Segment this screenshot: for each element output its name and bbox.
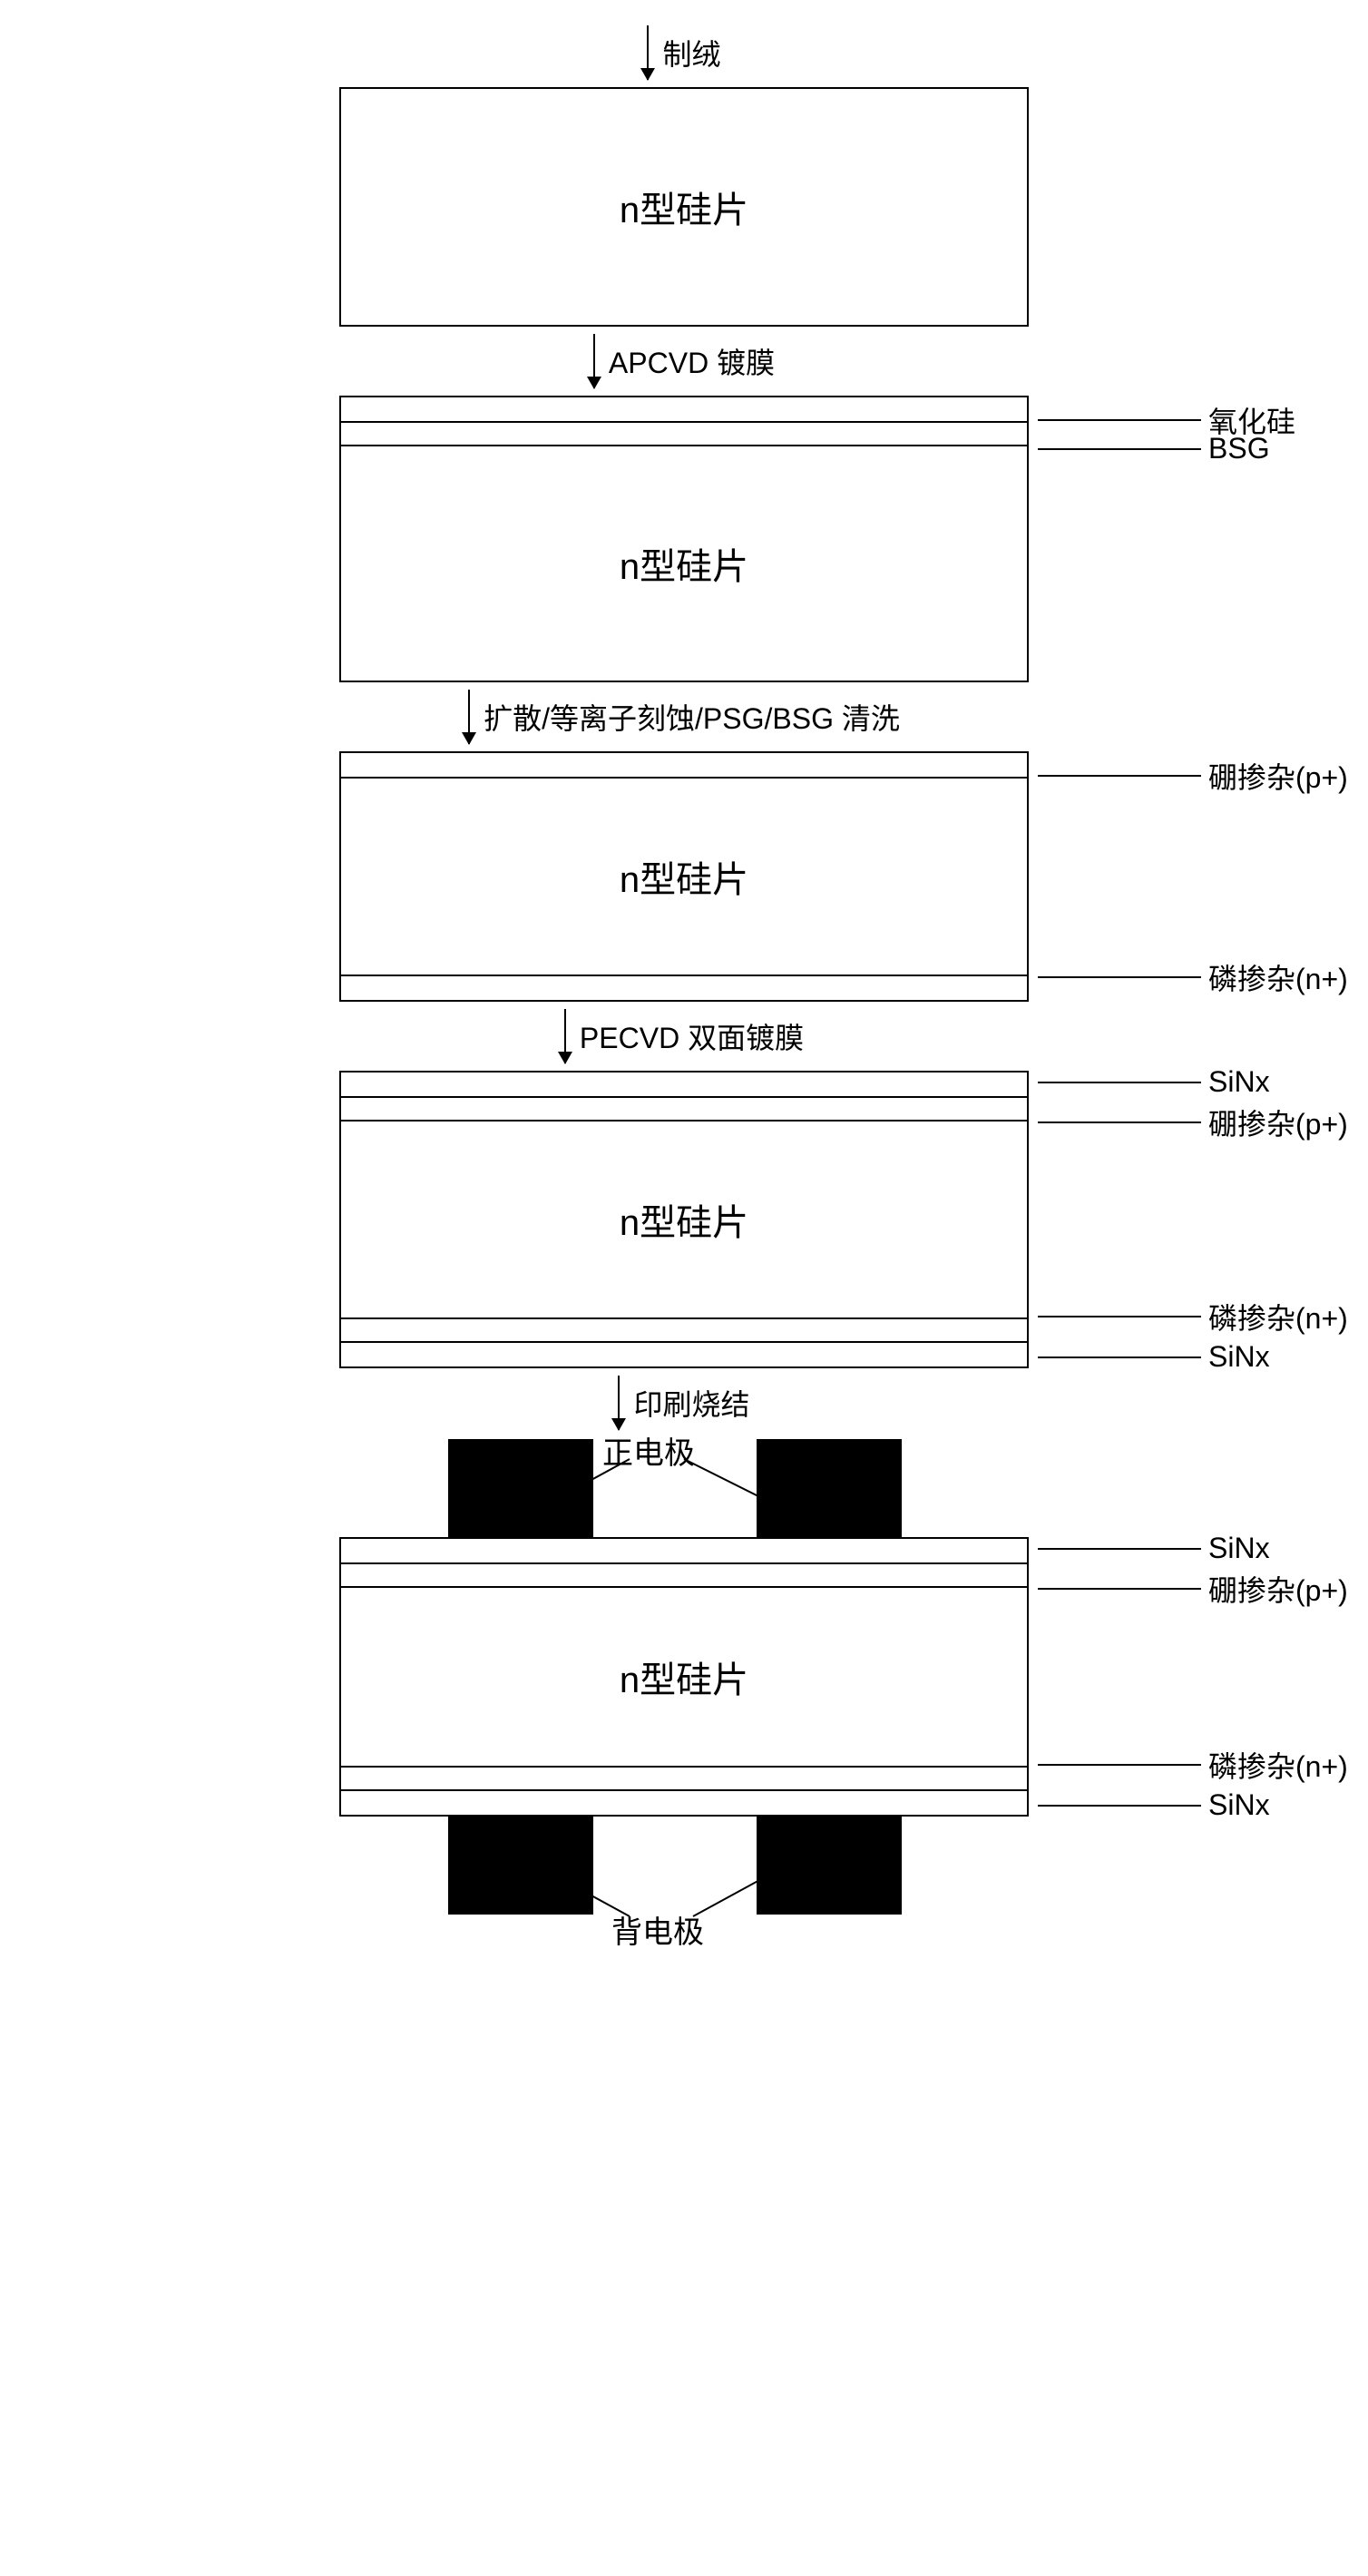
layer-phos — [341, 975, 1027, 1000]
front-electrode-1 — [448, 1439, 593, 1539]
label-sinx-top: SiNx — [1038, 1532, 1270, 1565]
label-text-boron: 硼掺杂(p+) — [1208, 755, 1348, 797]
label-boron: 硼掺杂(p+) — [1038, 755, 1348, 797]
layer-boron — [341, 1562, 1027, 1588]
arrow-step-3: 扩散/等离子刻蚀/PSG/BSG 清洗 — [468, 690, 900, 744]
label-text-sinx: SiNx — [1208, 1532, 1270, 1565]
arrow-step-2: APCVD 镀膜 — [593, 334, 775, 388]
step-label-2: APCVD 镀膜 — [609, 340, 775, 382]
lead-line — [1038, 775, 1201, 777]
stage-4: n型硅片 SiNx 硼掺杂(p+) 磷掺杂(n+) SiNx — [339, 1071, 1029, 1368]
label-phos: 磷掺杂(n+) — [1038, 1744, 1348, 1786]
label-text-sinx: SiNx — [1208, 1340, 1270, 1374]
label-text-sinx: SiNx — [1208, 1788, 1270, 1822]
arrow-icon — [618, 1376, 620, 1430]
label-phos: 磷掺杂(n+) — [1038, 1296, 1348, 1337]
layer-phos — [341, 1317, 1027, 1343]
stage-1: n型硅片 — [339, 87, 1029, 327]
arrow-icon — [647, 25, 649, 80]
label-text-phos: 磷掺杂(n+) — [1208, 1744, 1348, 1786]
label-sinx-bot: SiNx — [1038, 1788, 1270, 1822]
lead-line — [1038, 1805, 1201, 1807]
stage-2: n型硅片 氧化硅 BSG — [339, 396, 1029, 682]
layer-sinx-bot — [341, 1789, 1027, 1815]
label-text-sinx: SiNx — [1208, 1065, 1270, 1099]
wafer-1: n型硅片 — [339, 87, 1029, 327]
wafer-4: n型硅片 — [339, 1071, 1029, 1368]
layer-boron — [341, 753, 1027, 779]
layer-n-wafer: n型硅片 — [341, 1120, 1027, 1319]
step-label-4: PECVD 双面镀膜 — [580, 1015, 804, 1057]
lead-line — [1038, 1121, 1201, 1123]
stage-5: 正电极 n型硅片 SiNx — [339, 1437, 1029, 1916]
layer-phos — [341, 1766, 1027, 1791]
arrow-step-4: PECVD 双面镀膜 — [564, 1009, 804, 1063]
layer-n-wafer: n型硅片 — [341, 89, 1027, 325]
lead-line — [1038, 1316, 1201, 1317]
process-flow: 制绒 n型硅片 APCVD 镀膜 n型硅片 氧化硅 BSG — [18, 18, 1350, 1916]
layer-boron — [341, 1096, 1027, 1121]
back-electrode-row: 背电极 — [339, 1817, 1029, 1916]
layer-sinx-top — [341, 1539, 1027, 1564]
layer-sinx-top — [341, 1073, 1027, 1098]
layer-n-wafer: n型硅片 — [341, 445, 1027, 681]
arrow-icon — [564, 1009, 566, 1063]
label-phos: 磷掺杂(n+) — [1038, 956, 1348, 998]
arrow-step-1: 制绒 — [647, 25, 720, 80]
lead-line — [1038, 1588, 1201, 1590]
back-electrode-label: 背电极 — [611, 1907, 704, 1952]
label-sinx-bot: SiNx — [1038, 1340, 1270, 1374]
label-text-phos: 磷掺杂(n+) — [1208, 956, 1348, 998]
stage-3: n型硅片 硼掺杂(p+) 磷掺杂(n+) — [339, 751, 1029, 1002]
label-sinx-top: SiNx — [1038, 1065, 1270, 1099]
layer-n-wafer: n型硅片 — [341, 777, 1027, 976]
lead-line — [1038, 976, 1201, 978]
label-boron: 硼掺杂(p+) — [1038, 1568, 1348, 1610]
wafer-3: n型硅片 — [339, 751, 1029, 1002]
label-text-boron: 硼掺杂(p+) — [1208, 1102, 1348, 1143]
lead-line — [1038, 448, 1201, 450]
arrow-icon — [593, 334, 595, 388]
wafer-2: n型硅片 — [339, 396, 1029, 682]
label-bsg: BSG — [1038, 432, 1270, 465]
step-label-3: 扩散/等离子刻蚀/PSG/BSG 清洗 — [484, 696, 900, 738]
layer-sinx-bot — [341, 1341, 1027, 1366]
lead-line — [1038, 1082, 1201, 1083]
lead-line — [1038, 1764, 1201, 1766]
arrow-step-5: 印刷烧结 — [618, 1376, 749, 1430]
front-electrode-row: 正电极 — [339, 1437, 1029, 1537]
front-electrode-2 — [757, 1439, 902, 1539]
wafer-5: n型硅片 — [339, 1537, 1029, 1817]
label-text-bsg: BSG — [1208, 432, 1270, 465]
label-text-phos: 磷掺杂(n+) — [1208, 1296, 1348, 1337]
lead-line — [1038, 1357, 1201, 1358]
step-label-1: 制绒 — [662, 32, 720, 73]
arrow-icon — [468, 690, 470, 744]
step-label-5: 印刷烧结 — [633, 1382, 749, 1424]
lead-line — [1038, 419, 1201, 421]
layer-sio2 — [341, 397, 1027, 423]
label-boron: 硼掺杂(p+) — [1038, 1102, 1348, 1143]
layer-bsg — [341, 421, 1027, 446]
layer-n-wafer: n型硅片 — [341, 1586, 1027, 1768]
wafer-5-wrap: n型硅片 SiNx 硼掺杂(p+) 磷掺杂(n+) — [339, 1537, 1029, 1817]
label-text-boron: 硼掺杂(p+) — [1208, 1568, 1348, 1610]
lead-line — [1038, 1548, 1201, 1550]
